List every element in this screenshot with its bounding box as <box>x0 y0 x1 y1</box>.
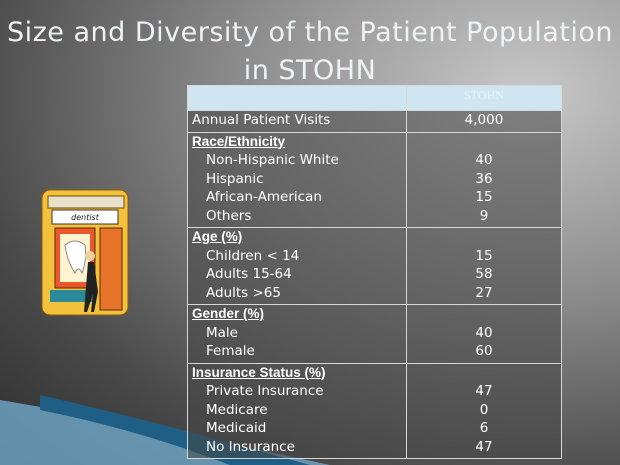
item-value: 15 <box>407 247 561 266</box>
item-value: 40 <box>407 324 561 343</box>
spacer <box>407 133 561 152</box>
spacer <box>407 305 561 324</box>
item-label: Children < 14 <box>192 247 406 266</box>
item-value: 36 <box>407 170 561 189</box>
item-value: 15 <box>407 188 561 207</box>
item-label: Non-Hispanic White <box>192 151 406 170</box>
item-value: 9 <box>407 207 561 226</box>
row-label: Annual Patient Visits <box>188 111 407 133</box>
item-label: No Insurance <box>192 438 406 457</box>
section-heading: Gender (%) <box>192 305 406 324</box>
item-label: Hispanic <box>192 170 406 189</box>
item-value: 47 <box>407 438 561 457</box>
item-label: Medicaid <box>192 419 406 438</box>
slide-title: Size and Diversity of the Patient Popula… <box>0 14 620 90</box>
header-row: STOHN <box>188 86 562 111</box>
item-label: Female <box>192 342 406 361</box>
section-heading: Age (%) <box>192 228 406 247</box>
item-value: 47 <box>407 382 561 401</box>
section-heading: Insurance Status (%) <box>192 364 406 383</box>
spacer <box>407 364 561 383</box>
item-label: Private Insurance <box>192 382 406 401</box>
item-label: Adults 15-64 <box>192 265 406 284</box>
item-value: 6 <box>407 419 561 438</box>
section-heading: Race/Ethnicity <box>192 133 406 152</box>
item-value: 40 <box>407 151 561 170</box>
item-value: 58 <box>407 265 561 284</box>
item-label: Others <box>192 207 406 226</box>
item-label: African-American <box>192 188 406 207</box>
item-label: Adults >65 <box>192 284 406 303</box>
header-cell <box>188 86 407 111</box>
slide: dentist Size and Diversity of the Patien… <box>0 0 620 465</box>
sign-text: dentist <box>71 213 100 222</box>
item-value: 27 <box>407 284 561 303</box>
header-cell: STOHN <box>407 86 562 111</box>
item-value: 0 <box>407 401 561 420</box>
item-label: Male <box>192 324 406 343</box>
dentist-clipart: dentist <box>42 190 128 315</box>
item-label: Medicare <box>192 401 406 420</box>
spacer <box>407 228 561 247</box>
item-value: 60 <box>407 342 561 361</box>
row-value: 4,000 <box>407 111 562 133</box>
